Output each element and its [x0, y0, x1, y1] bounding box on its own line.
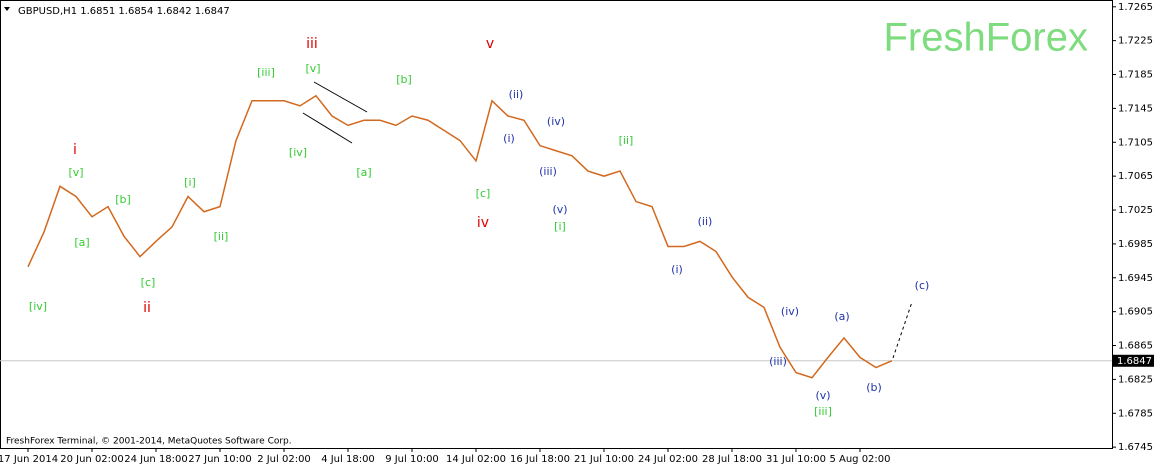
channel-line: [313, 81, 368, 113]
wave-label: (c): [915, 279, 930, 292]
y-tick-label: 1.6785: [1118, 408, 1153, 419]
wave-label: (iii): [769, 355, 787, 368]
y-tick-label: 1.6825: [1118, 374, 1153, 385]
price-tag: [1113, 354, 1154, 367]
x-tick-label: 17 Jun 2014: [0, 454, 58, 465]
wave-label: (i): [503, 132, 515, 145]
x-tick-label: 5 Aug 02:00: [829, 454, 890, 465]
wave-label: [i]: [554, 220, 566, 233]
y-tick-label: 1.7225: [1118, 36, 1153, 47]
wave-label: [iv]: [289, 146, 307, 159]
plot-frame: [0, 0, 1113, 449]
x-tick-label: 20 Jun 02:00: [60, 454, 124, 465]
chart-header: GBPUSD,H1 1.6851 1.6854 1.6842 1.6847: [18, 6, 230, 17]
y-tick-label: 1.7025: [1118, 205, 1153, 216]
wave-label: iii: [306, 36, 318, 52]
price-line-series: [27, 94, 893, 379]
y-tick-label: 1.7105: [1118, 137, 1153, 148]
wave-label: v: [486, 36, 494, 52]
wave-label: [ii]: [214, 230, 229, 243]
wave-label: (v): [552, 203, 567, 216]
y-tick-label: 1.7265: [1118, 2, 1153, 13]
x-tick-label: 21 Jul 10:00: [574, 454, 634, 465]
x-tick-label: 16 Jul 18:00: [510, 454, 570, 465]
wave-label: (iv): [547, 115, 565, 128]
wave-label: (iii): [539, 165, 557, 178]
wave-label: (a): [834, 310, 849, 323]
y-tick-label: 1.6945: [1118, 273, 1153, 284]
x-tick-label: 28 Jul 18:00: [702, 454, 762, 465]
wave-label: i: [73, 142, 77, 158]
wave-label: ii: [143, 300, 151, 316]
wave-label: [iv]: [29, 300, 47, 313]
wave-label: [ii]: [619, 134, 634, 147]
y-tick-label: 1.7065: [1118, 171, 1153, 182]
y-tick-label: 1.6745: [1118, 442, 1153, 453]
wave-label: [c]: [141, 276, 156, 289]
wave-label: [iii]: [257, 66, 275, 79]
wave-label: [i]: [184, 176, 196, 189]
watermark: FreshForex: [884, 16, 1089, 60]
x-tick-label: 27 Jun 10:00: [188, 454, 252, 465]
wave-label: [b]: [115, 193, 131, 206]
wave-label: (ii): [698, 215, 713, 228]
wave-label: [c]: [476, 187, 491, 200]
y-tick-label: 1.6905: [1118, 307, 1153, 318]
wave-label: (ii): [509, 88, 524, 101]
footer: FreshForex Terminal, © 2001-2014, MetaQu…: [6, 437, 292, 447]
x-tick-label: 31 Jul 10:00: [766, 454, 826, 465]
wave-label: (i): [671, 263, 683, 276]
x-tick-label: 24 Jul 02:00: [638, 454, 698, 465]
header-arrow: [4, 7, 10, 11]
x-tick-label: 24 Jun 18:00: [124, 454, 188, 465]
wave-label: [a]: [356, 166, 371, 179]
x-tick-label: 4 Jul 18:00: [321, 454, 375, 465]
wave-label: [a]: [74, 236, 89, 249]
price-tag-label: 1.6847: [1117, 356, 1152, 367]
wave-label: iv: [477, 215, 489, 231]
wave-label: [iii]: [814, 405, 832, 418]
wave-label: [v]: [305, 62, 320, 75]
x-tick-label: 14 Jul 02:00: [446, 454, 506, 465]
x-tick-label: 9 Jul 10:00: [385, 454, 439, 465]
wave-label: [b]: [396, 73, 412, 86]
y-tick-label: 1.7185: [1118, 70, 1153, 81]
wave-label: (v): [815, 389, 830, 402]
wave-label: [v]: [68, 166, 83, 179]
y-tick-label: 1.6985: [1118, 239, 1153, 250]
channel-line: [302, 112, 353, 144]
x-tick-label: 2 Jul 02:00: [257, 454, 311, 465]
y-tick-label: 1.7145: [1118, 103, 1153, 114]
wave-label: (iv): [781, 305, 799, 318]
projection-line: [892, 301, 913, 359]
y-tick-label: 1.6865: [1118, 341, 1153, 352]
wave-label: (b): [866, 381, 882, 394]
